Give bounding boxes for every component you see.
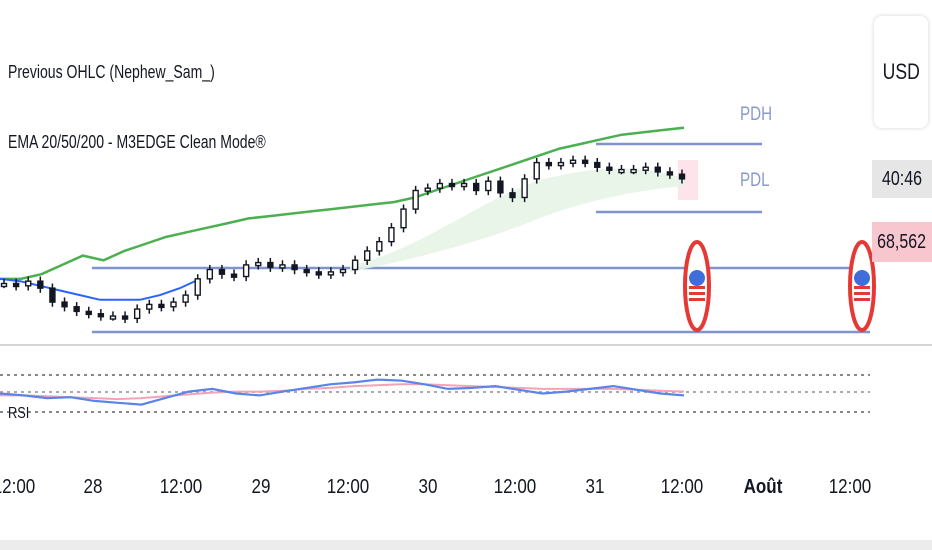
legend-previous-ohlc[interactable]: Previous OHLC (Nephew_Sam_): [8, 62, 215, 82]
candle-body: [170, 301, 177, 308]
candle-body: [73, 306, 80, 313]
candle-body: [376, 240, 383, 252]
candle-body: [255, 261, 262, 267]
legend-ema[interactable]: EMA 20/50/200 - M3EDGE Clean Mode®: [8, 132, 266, 152]
time-axis-label: 12:00: [326, 476, 370, 498]
candle-body: [230, 273, 238, 278]
time-axis-label: 12:00: [159, 476, 203, 498]
candle-body: [291, 264, 298, 271]
candle-body: [37, 280, 44, 289]
candle-body: [146, 303, 153, 310]
candle-body: [267, 261, 274, 268]
ema-green-line: [0, 126, 685, 281]
time-axis-label: 12:00: [493, 476, 537, 498]
time-axis-label: 28: [83, 476, 103, 498]
rsi-ma-line: [0, 383, 685, 401]
rsi-line: [0, 378, 685, 406]
candle-body: [666, 171, 674, 176]
ema-cloud: [350, 168, 684, 272]
currency-button[interactable]: USD: [874, 16, 928, 128]
last-price-text: 68,562: [877, 230, 927, 253]
time-axis-label: 12:00: [828, 476, 872, 498]
candle-body: [472, 182, 480, 192]
candle-body: [303, 268, 310, 274]
time-axis-label: 30: [418, 476, 438, 498]
candle-body: [61, 301, 68, 308]
candle-body: [497, 180, 504, 194]
time-axis-label: 29: [251, 476, 271, 498]
countdown-badge: 40:46: [872, 160, 932, 198]
bottom-scrollbar[interactable]: [0, 540, 932, 550]
rsi-label: RSI: [8, 405, 30, 422]
candle-body: [97, 313, 105, 318]
candle-body: [533, 161, 540, 180]
candle-body: [85, 310, 92, 316]
candle-body: [109, 315, 117, 320]
us-event-icon[interactable]: [683, 240, 711, 332]
candle-body: [606, 166, 613, 171]
candle-body: [400, 208, 407, 229]
candlesticks: [0, 155, 686, 324]
candle-body: [339, 268, 347, 274]
time-axis-label: 12:00: [0, 476, 36, 498]
candle-body: [315, 271, 322, 276]
pdl-label: PDL: [740, 170, 770, 191]
time-axis-label: 31: [585, 476, 605, 498]
last-price-zone: [678, 160, 698, 200]
candle-body: [12, 282, 20, 288]
candle-body: [25, 280, 32, 287]
currency-label: USD: [882, 59, 920, 84]
candle-body: [594, 161, 601, 168]
candle-body: [678, 173, 686, 180]
candle-body: [194, 278, 201, 296]
candle-body: [279, 264, 286, 269]
last-price-badge: 68,562: [872, 222, 932, 262]
candle-body: [206, 268, 214, 280]
candle-body: [581, 159, 589, 164]
candle-body: [485, 180, 492, 192]
candle-body: [436, 182, 444, 189]
candle-body: [412, 189, 419, 210]
candle-body: [218, 268, 226, 275]
candle-body: [642, 166, 649, 171]
candle-body: [158, 303, 165, 309]
candle-body: [448, 182, 456, 188]
candle-body: [49, 287, 56, 303]
candle-body: [509, 192, 516, 199]
countdown-text: 40:46: [881, 167, 923, 190]
candle-body: [364, 250, 371, 261]
candle-body: [388, 226, 395, 243]
candle-body: [460, 182, 468, 188]
candle-body: [242, 264, 250, 278]
candle-body: [133, 308, 141, 320]
candle-body: [618, 168, 625, 174]
candle-body: [521, 178, 528, 199]
ema-blue-line: [0, 277, 201, 301]
candle-body: [0, 282, 8, 288]
candle-body: [327, 271, 335, 276]
time-axis-label: Août: [743, 476, 783, 498]
candle-body: [654, 166, 661, 173]
candle-body: [545, 161, 553, 167]
us-event-icon[interactable]: [848, 240, 876, 332]
candle-body: [557, 161, 565, 167]
pdh-label: PDH: [740, 104, 773, 125]
time-axis-label: 12:00: [660, 476, 704, 498]
candle-body: [121, 315, 129, 320]
candle-body: [569, 159, 577, 164]
candle-body: [351, 259, 359, 271]
candle-body: [424, 187, 431, 192]
candle-body: [630, 168, 637, 174]
candle-body: [182, 294, 189, 303]
